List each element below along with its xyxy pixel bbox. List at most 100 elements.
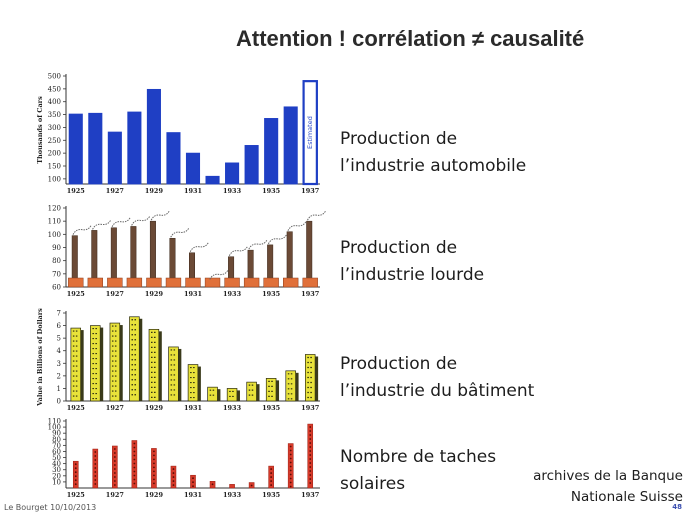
- chart4-y-tick-label: 10: [52, 478, 61, 486]
- chart2-y-tick-label: 90: [52, 244, 61, 252]
- chart3-bar-1933: [226, 388, 240, 402]
- chart1-y-tick-label: 400: [48, 98, 61, 106]
- chart2-bar-1933: [224, 246, 248, 288]
- chart4-y-tick-label: 20: [52, 472, 61, 480]
- chart1-y-tick-label: 500: [48, 73, 61, 81]
- chart4-bar-1926: [92, 448, 99, 489]
- chart2-y-tick-label: 80: [52, 257, 61, 265]
- chart4-bar-1927: [112, 445, 118, 489]
- chart4-y-tick-label: 90: [52, 430, 61, 438]
- caption-automobile: Production de l’industrie automobile: [340, 126, 526, 180]
- chart1-x-tick-label-1925: 1925: [67, 187, 86, 195]
- chart4-bar-1933: [229, 484, 235, 489]
- chart3-bar-1932: [207, 386, 221, 402]
- caption-sunspots-line1: Nombre de taches: [340, 447, 497, 467]
- chart3-bar-1934: [246, 381, 260, 402]
- chart4-y-tick-label: 40: [52, 460, 61, 468]
- chart4-y-tick-label: 70: [52, 442, 61, 450]
- chart3-x-tick-label-1937: 1937: [301, 404, 319, 412]
- chart4-y-tick-label: 110: [48, 418, 61, 426]
- chart1-x-tick-label-1937: 1937: [301, 187, 319, 195]
- caption-sunspots: Nombre de taches solaires: [340, 444, 496, 498]
- chart3-x-tick-label-1927: 1927: [106, 404, 124, 412]
- chart2-y-tick-label: 120: [48, 205, 61, 213]
- chart3-y-tick-label: 3: [57, 360, 61, 368]
- chart4-bar-1929: [151, 448, 157, 489]
- chart1-bar-1929: [146, 88, 161, 185]
- source-note: archives de la Banque Nationale Suisse: [533, 466, 683, 508]
- chart4-bar-1932: [209, 481, 216, 489]
- chart1-bar-1925: [68, 113, 83, 185]
- chart1-y-tick-label: 200: [48, 150, 61, 158]
- caption-automobile-line1: Production de: [340, 129, 458, 149]
- chart2-x-tick-label-1937: 1937: [301, 290, 319, 298]
- caption-building-line1: Production de: [340, 354, 458, 374]
- chart3-bar-1927: [109, 322, 123, 402]
- chart4-x-tick-label-1925: 1925: [67, 491, 86, 499]
- chart3-y-tick-label: 0: [57, 398, 61, 406]
- chart4-x-tick-label-1927: 1927: [106, 491, 124, 499]
- chart1-y-tick-label: 350: [48, 111, 61, 119]
- chart3-bar-1936: [285, 370, 299, 402]
- chart3-x-tick-label-1929: 1929: [145, 404, 164, 412]
- chart4-bar-1935: [268, 465, 274, 489]
- chart2-bar-1936: [283, 221, 307, 288]
- chart2-x-tick-label-1925: 1925: [67, 290, 86, 298]
- chart3-x-tick-label-1933: 1933: [223, 404, 242, 412]
- chart4-bar-1930: [170, 465, 177, 489]
- chart1-bar-1927: [107, 131, 122, 185]
- chart3-bar-1937: [304, 354, 319, 402]
- chart4-bar-1925: [72, 460, 79, 489]
- chart4-bar-1928: [131, 440, 138, 489]
- chart1-y-tick-label: 250: [48, 137, 61, 145]
- chart1-y-tick-label: 100: [48, 175, 61, 183]
- chart2-x-tick-label-1929: 1929: [145, 290, 164, 298]
- chart1-y-tick-label: 150: [48, 163, 61, 171]
- chart3-x-tick-label-1935: 1935: [262, 404, 281, 412]
- chart1-bar-1935: [264, 118, 279, 185]
- chart1-bar-1931: [185, 152, 201, 185]
- chart2-bar-1930: [165, 228, 190, 288]
- chart1-x-tick-label-1933: 1933: [223, 187, 242, 195]
- chart2-y-tick-label: 110: [48, 218, 61, 226]
- chart3-y-tick-label: 5: [57, 335, 61, 343]
- caption-building-line2: l’industrie du bâtiment: [340, 381, 535, 401]
- chart1-bar-1937: [302, 80, 318, 186]
- chart4-y-tick-label: 80: [52, 436, 61, 444]
- caption-heavy-industry-line2: l’industrie lourde: [340, 265, 485, 285]
- chart4-x-tick-label-1931: 1931: [184, 491, 202, 499]
- caption-automobile-line2: l’industrie automobile: [340, 156, 527, 176]
- chart2-bar-1926: [87, 220, 112, 288]
- chart2-bar-1928: [126, 216, 151, 288]
- caption-heavy-industry: Production de l’industrie lourde: [340, 235, 484, 289]
- chart2-bar-1937: [302, 210, 326, 288]
- chart1-x-tick-label-1931: 1931: [184, 187, 202, 195]
- source-line1: archives de la Banque: [533, 468, 683, 484]
- chart1-bar-1932: [205, 175, 220, 185]
- chart2-bar-1925: [68, 225, 92, 288]
- chart2-x-tick-label-1933: 1933: [223, 290, 242, 298]
- chart1-bar-1930: [166, 132, 181, 185]
- chart1-bar-1926: [88, 112, 103, 185]
- chart1-y-label: Thousands of Cars: [36, 96, 44, 164]
- chart4-bar-1936: [287, 443, 294, 489]
- page-number: 48: [672, 503, 682, 511]
- chart4-y-tick-label: 100: [48, 424, 61, 432]
- caption-heavy-industry-line1: Production de: [340, 238, 458, 258]
- chart3-y-tick-label: 4: [57, 347, 62, 355]
- chart1-y-tick-label: 300: [48, 124, 61, 132]
- chart4-bar-1931: [190, 474, 196, 489]
- chart2-bar-1932: [204, 270, 229, 288]
- chart2-bar-1934: [243, 239, 268, 288]
- chart1-x-tick-label-1935: 1935: [262, 187, 281, 195]
- chart3-y-tick-label: 2: [57, 372, 61, 380]
- chart4-bar-1937: [307, 423, 314, 489]
- chart4-x-tick-label-1937: 1937: [301, 491, 319, 499]
- chart1-bar-1936: [283, 106, 298, 185]
- chart1-estimated-annotation: Estimated: [306, 116, 314, 149]
- chart1-y-tick-label: 450: [48, 85, 61, 93]
- chart3-bar-1931: [187, 364, 201, 402]
- caption-building: Production de l’industrie du bâtiment: [340, 351, 534, 405]
- chart4-x-tick-label-1933: 1933: [223, 491, 242, 499]
